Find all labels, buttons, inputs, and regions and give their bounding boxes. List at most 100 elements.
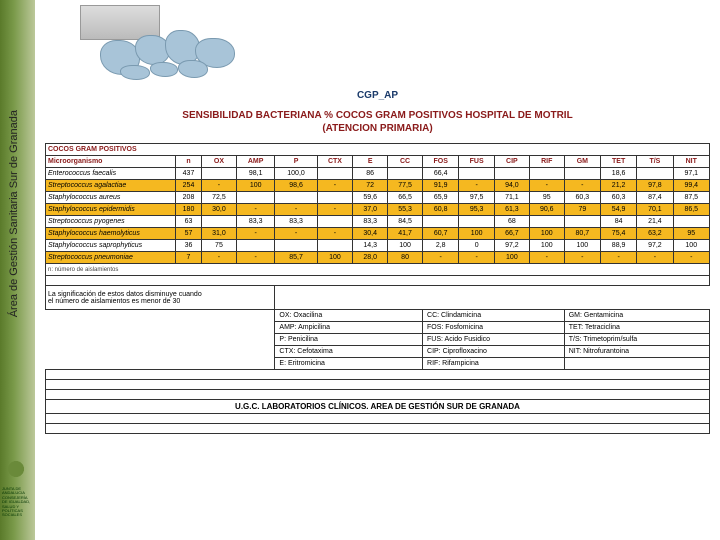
value-cell: 80 — [388, 252, 423, 264]
value-cell — [529, 168, 564, 180]
legend-cell: E: Eritromicina — [275, 358, 423, 370]
spacer-row — [46, 390, 710, 400]
value-cell — [202, 168, 237, 180]
col-header: NIT — [673, 156, 709, 168]
organism-cell: Enterococcus faecalis — [46, 168, 176, 180]
table-row: Streptococcus pneumoniae7--85,710028,080… — [46, 252, 710, 264]
value-cell: 208 — [176, 192, 202, 204]
value-cell: 31,0 — [202, 228, 237, 240]
legend-cell: P: Penicilina — [275, 334, 423, 346]
value-cell: 60,8 — [423, 204, 459, 216]
value-cell: - — [317, 204, 353, 216]
value-cell — [317, 216, 353, 228]
value-cell: 97,2 — [637, 240, 673, 252]
legend-row: CTX: CefotaximaCIP: CiprofloxacinoNIT: N… — [46, 346, 710, 358]
sensitivity-table: COCOS GRAM POSITIVOS MicroorganismonOXAM… — [45, 143, 710, 434]
legend-cell: GM: Gentamicina — [564, 310, 709, 322]
footer-row: U.G.C. LABORATORIOS CLÍNICOS. AREA DE GE… — [46, 400, 710, 414]
col-header: Microorganismo — [46, 156, 176, 168]
value-cell: - — [564, 252, 600, 264]
value-cell: 91,9 — [423, 180, 459, 192]
value-cell: 100 — [529, 228, 564, 240]
legend-row: P: PenicilinaFUS: Acido FusidicoT/S: Tri… — [46, 334, 710, 346]
value-cell: - — [673, 252, 709, 264]
col-header: CTX — [317, 156, 353, 168]
spacer-row — [46, 380, 710, 390]
header-map-image — [70, 5, 250, 85]
value-cell: - — [275, 228, 317, 240]
table-row: Staphylococcus aureus20872,559,666,565,9… — [46, 192, 710, 204]
value-cell: 100 — [494, 252, 529, 264]
value-cell: 60,7 — [423, 228, 459, 240]
value-cell: 97,2 — [494, 240, 529, 252]
value-cell: 100,0 — [275, 168, 317, 180]
value-cell: - — [317, 228, 353, 240]
value-cell: - — [236, 252, 275, 264]
value-cell: 100 — [529, 240, 564, 252]
value-cell: 77,5 — [388, 180, 423, 192]
title-line2: (ATENCION PRIMARIA) — [322, 123, 432, 134]
value-cell: 72,5 — [202, 192, 237, 204]
value-cell: 86,5 — [673, 204, 709, 216]
value-cell — [529, 216, 564, 228]
value-cell — [459, 216, 495, 228]
col-header: FOS — [423, 156, 459, 168]
value-cell: 63 — [176, 216, 202, 228]
spacer-row — [46, 424, 710, 434]
n-note-row: n: número de aislamientos — [46, 264, 710, 276]
value-cell: 254 — [176, 180, 202, 192]
value-cell: 100 — [564, 240, 600, 252]
legend-cell: CTX: Cefotaxima — [275, 346, 423, 358]
spacer-row — [46, 370, 710, 380]
value-cell: 98,1 — [236, 168, 275, 180]
value-cell: - — [236, 228, 275, 240]
value-cell: 55,3 — [388, 204, 423, 216]
value-cell: 7 — [176, 252, 202, 264]
signif-line1: La significación de estos datos disminuy… — [48, 291, 202, 298]
value-cell: 99,4 — [673, 180, 709, 192]
col-header: TET — [600, 156, 636, 168]
value-cell: 36 — [176, 240, 202, 252]
spacer-row — [46, 276, 710, 286]
col-header: GM — [564, 156, 600, 168]
organism-cell: Staphylococcus haemolyticus — [46, 228, 176, 240]
column-header-row: MicroorganismonOXAMPPCTXECCFOSFUSCIPRIFG… — [46, 156, 710, 168]
organism-cell: Streptococcus agalactiae — [46, 180, 176, 192]
value-cell — [637, 168, 673, 180]
col-header: n — [176, 156, 202, 168]
value-cell: - — [564, 180, 600, 192]
value-cell: 61,3 — [494, 204, 529, 216]
organism-cell: Staphylococcus aureus — [46, 192, 176, 204]
organism-cell: Staphylococcus saprophyticus — [46, 240, 176, 252]
col-header: OX — [202, 156, 237, 168]
footer-logo: JUNTA DE ANDALUCIA CONSEJERÍA DE IGUALDA… — [2, 455, 33, 530]
value-cell — [494, 168, 529, 180]
value-cell: 75,4 — [600, 228, 636, 240]
value-cell: - — [529, 180, 564, 192]
col-header: T/S — [637, 156, 673, 168]
sidebar-label: Área de Gestión Sanitaria Sur de Granada — [8, 110, 20, 317]
value-cell: 100 — [388, 240, 423, 252]
value-cell: 100 — [236, 180, 275, 192]
legend-cell: RIF: Rifampicina — [423, 358, 565, 370]
value-cell: 68 — [494, 216, 529, 228]
value-cell: 28,0 — [353, 252, 388, 264]
section-header: COCOS GRAM POSITIVOS — [46, 144, 710, 156]
table-row: Streptococcus agalactiae254-10098,6-7277… — [46, 180, 710, 192]
table-row: Staphylococcus epidermidis18030,0---37,0… — [46, 204, 710, 216]
organism-cell: Staphylococcus epidermidis — [46, 204, 176, 216]
value-cell — [673, 216, 709, 228]
value-cell: - — [637, 252, 673, 264]
map-region-icon — [100, 30, 250, 80]
value-cell: - — [459, 180, 495, 192]
value-cell — [236, 192, 275, 204]
value-cell: 21,2 — [600, 180, 636, 192]
col-header: CC — [388, 156, 423, 168]
value-cell: - — [423, 252, 459, 264]
footer-text: U.G.C. LABORATORIOS CLÍNICOS. AREA DE GE… — [46, 400, 710, 414]
value-cell: - — [202, 180, 237, 192]
significance-note: La significación de estos datos disminuy… — [46, 286, 275, 310]
legend-cell: CC: Clindamicina — [423, 310, 565, 322]
value-cell: 18,6 — [600, 168, 636, 180]
value-cell: 60,3 — [600, 192, 636, 204]
